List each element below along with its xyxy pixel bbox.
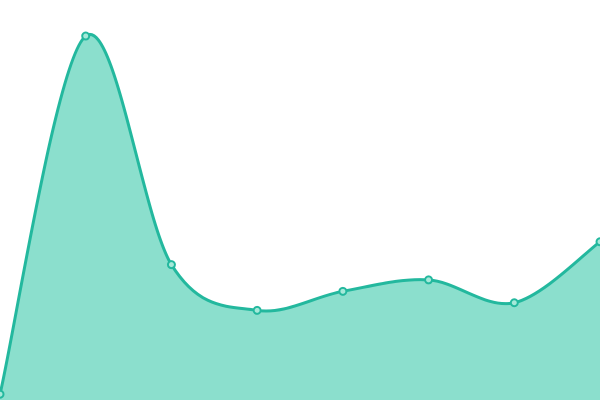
data-point-markers [0, 31, 600, 399]
data-point-marker [0, 389, 5, 399]
data-point-marker [81, 31, 91, 41]
data-point-marker [338, 286, 348, 296]
data-point-marker [424, 275, 434, 285]
trend-line [0, 32, 600, 396]
data-point-marker [166, 260, 176, 270]
data-point-marker [252, 305, 262, 315]
data-point-marker [509, 298, 519, 308]
area-fill [0, 34, 600, 400]
data-point-marker [595, 237, 600, 247]
